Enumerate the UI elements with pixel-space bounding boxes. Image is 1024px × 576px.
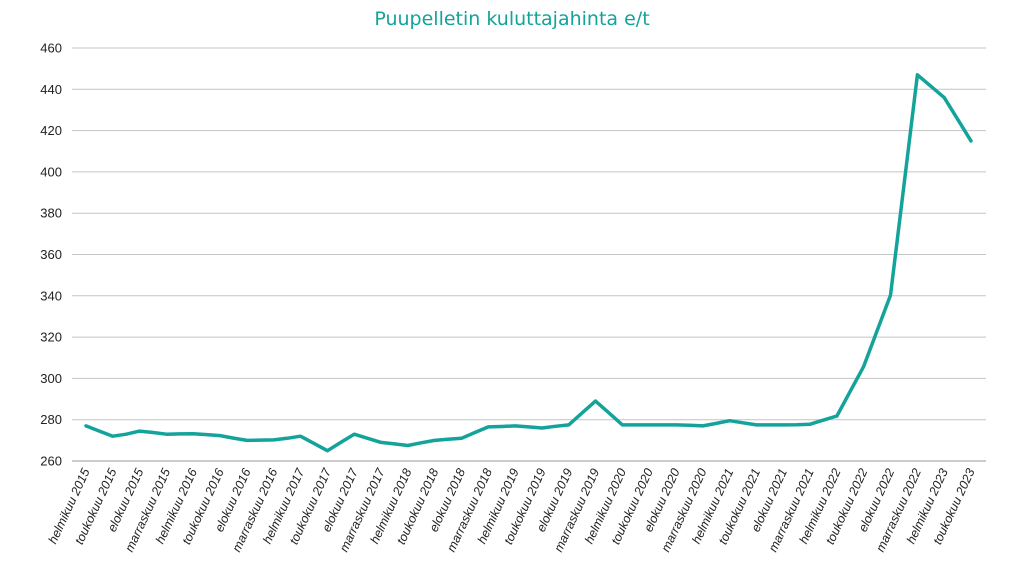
y-tick-label: 380 — [40, 206, 62, 221]
y-tick-label: 260 — [40, 454, 62, 469]
y-tick-label: 420 — [40, 123, 62, 138]
grid-lines — [72, 47, 986, 462]
y-tick-label: 340 — [40, 288, 62, 303]
y-tick-label: 320 — [40, 330, 62, 345]
y-tick-label: 280 — [40, 412, 62, 427]
chart-title: Puupelletin kuluttajahinta e/t — [374, 8, 650, 30]
y-tick-label: 460 — [40, 41, 62, 56]
series-line-0 — [84, 73, 973, 453]
y-tick-label: 360 — [40, 247, 62, 262]
y-axis-ticks: 260 280 300 320 340 360 380 400 420 440 460 — [40, 41, 62, 469]
y-tick-label: 440 — [40, 82, 62, 97]
y-tick-label: 300 — [40, 371, 62, 386]
y-tick-label: 400 — [40, 164, 62, 179]
series-layer — [84, 73, 973, 453]
